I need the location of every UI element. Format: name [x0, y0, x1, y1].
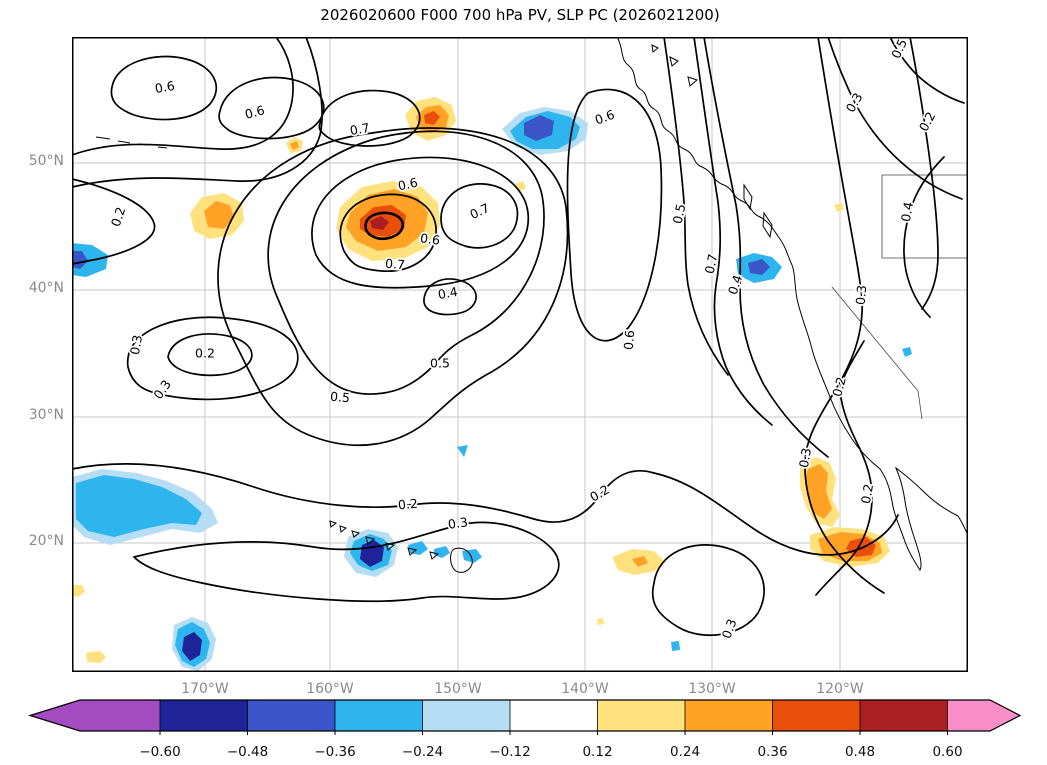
svg-text:0.4: 0.4 — [437, 284, 459, 302]
svg-text:0.4: 0.4 — [898, 201, 916, 223]
svg-text:0.2: 0.2 — [858, 483, 876, 505]
colorbar-cells — [30, 700, 1020, 731]
svg-text:0.6: 0.6 — [621, 329, 638, 350]
svg-text:0.2: 0.2 — [916, 109, 939, 134]
svg-text:0.2: 0.2 — [397, 496, 418, 513]
chart-title: 2026020600 F000 700 hPa PV, SLP PC (2026… — [320, 6, 720, 24]
svg-text:0.3: 0.3 — [853, 284, 870, 305]
svg-text:−0.36: −0.36 — [314, 744, 355, 760]
coastlines — [95, 37, 968, 573]
svg-text:0.60: 0.60 — [932, 744, 962, 760]
x-tick-120w: 120°W — [816, 681, 864, 697]
x-tick-130w: 130°W — [688, 681, 736, 697]
svg-text:0.7: 0.7 — [385, 256, 406, 273]
svg-text:0.7: 0.7 — [349, 120, 371, 138]
colorbar-tick-labels: −0.60 −0.48 −0.36 −0.24 −0.12 0.12 0.24 0.36 0.4… — [139, 731, 963, 760]
contour-lines — [72, 37, 965, 637]
x-tick-140w: 140°W — [561, 681, 609, 697]
colorbar: −0.60 −0.48 −0.36 −0.24 −0.12 0.12 0.24 0.36 0.4… — [27, 699, 1022, 760]
svg-text:−0.48: −0.48 — [227, 744, 268, 760]
svg-text:0.6: 0.6 — [243, 102, 266, 122]
svg-text:−0.60: −0.60 — [139, 744, 180, 760]
y-tick-20n: 20°N — [28, 533, 64, 549]
svg-text:0.3: 0.3 — [843, 90, 866, 115]
svg-text:0.36: 0.36 — [757, 744, 787, 760]
x-tick-150w: 150°W — [434, 681, 482, 697]
svg-text:0.6: 0.6 — [593, 107, 617, 128]
anomaly-fill-patches — [72, 97, 912, 671]
svg-text:0.6: 0.6 — [397, 175, 420, 194]
y-tick-40n: 40°N — [28, 280, 64, 296]
svg-text:0.5: 0.5 — [670, 203, 689, 226]
svg-text:0.48: 0.48 — [845, 744, 875, 760]
x-tick-170w: 170°W — [181, 681, 229, 697]
svg-text:0.3: 0.3 — [127, 334, 145, 356]
state-borders — [831, 174, 968, 420]
colorbar-dividers — [159, 700, 948, 731]
svg-text:0.2: 0.2 — [195, 346, 215, 361]
svg-text:0.7: 0.7 — [702, 253, 721, 276]
colorbar-outline — [27, 699, 1022, 732]
x-tick-160w: 160°W — [306, 681, 354, 697]
svg-text:0.12: 0.12 — [582, 744, 612, 760]
svg-text:0.3: 0.3 — [796, 447, 814, 469]
svg-text:0.5: 0.5 — [330, 389, 351, 406]
plot-frame — [72, 37, 968, 672]
svg-text:−0.12: −0.12 — [489, 744, 530, 760]
svg-text:−0.24: −0.24 — [402, 744, 443, 760]
svg-text:0.3: 0.3 — [447, 514, 469, 532]
y-tick-30n: 30°N — [28, 407, 64, 423]
svg-text:0.5: 0.5 — [430, 356, 450, 371]
svg-text:0.7: 0.7 — [467, 200, 491, 222]
svg-text:0.6: 0.6 — [419, 230, 441, 248]
svg-text:0.3: 0.3 — [150, 377, 174, 402]
svg-text:0.3: 0.3 — [719, 617, 740, 641]
map-plot: 0.6 0.6 0.7 0.6 0.3 0.5 0.2 0.2 0.6 0.7 0.6 0.7 0.5 0… — [72, 37, 968, 672]
svg-text:0.2: 0.2 — [829, 375, 849, 398]
svg-text:0.6: 0.6 — [154, 78, 176, 96]
y-tick-50n: 50°N — [28, 153, 64, 169]
svg-text:0.24: 0.24 — [670, 744, 700, 760]
svg-text:0.2: 0.2 — [108, 205, 128, 229]
